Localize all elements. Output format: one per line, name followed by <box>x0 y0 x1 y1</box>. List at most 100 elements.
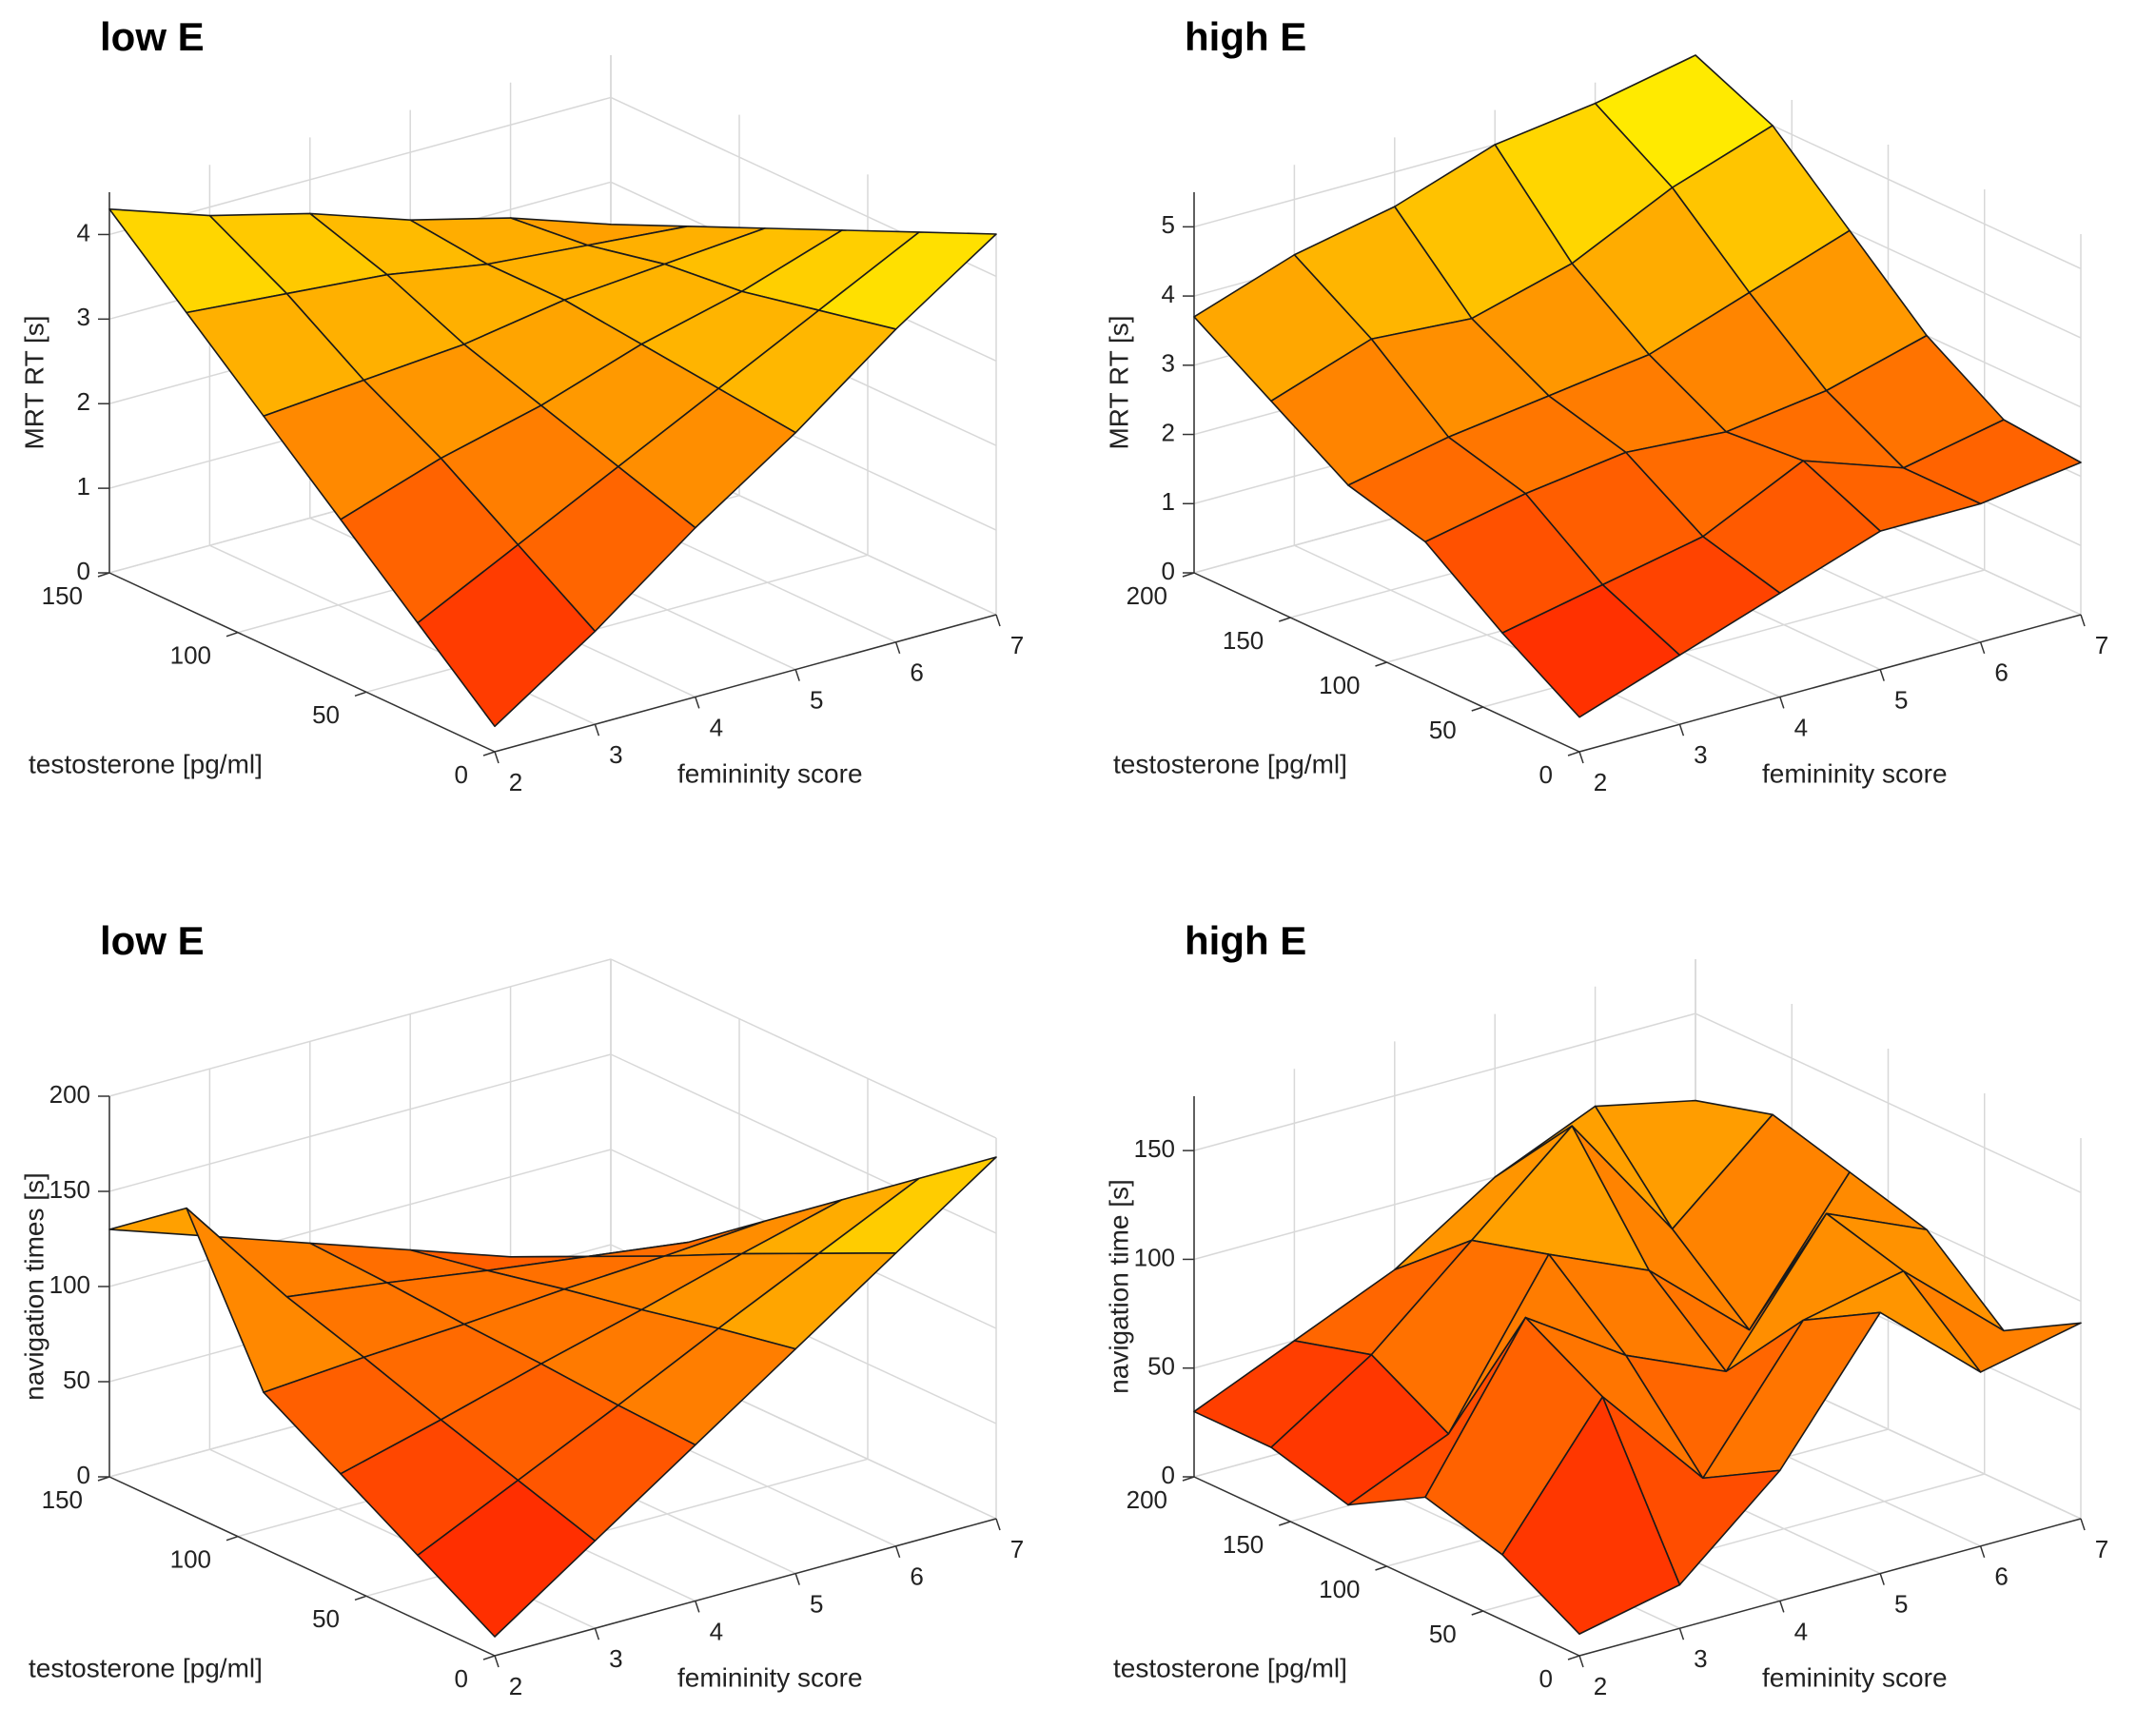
x-tick-label: 4 <box>1794 1617 1808 1645</box>
z-axis-label: navigation time [s] <box>1104 1179 1133 1394</box>
tick-mark <box>354 1595 367 1601</box>
tick-mark <box>1678 723 1685 737</box>
tick-mark <box>1375 661 1387 667</box>
x-tick-label: 3 <box>609 740 622 769</box>
surface-chart: 0 50 100 150 0 50 100 150 200 2 3 4 5 6 7 high E navigat… <box>1104 918 2108 1700</box>
x-axis-label: femininity score <box>677 1662 863 1692</box>
x-tick-label: 3 <box>1694 740 1707 769</box>
y-tick-label: 150 <box>42 581 83 610</box>
tick-mark <box>594 1627 600 1641</box>
tick-mark <box>97 1476 110 1482</box>
tick-mark <box>695 697 700 709</box>
axis-line <box>108 1476 496 1657</box>
z-tick-label: 100 <box>49 1270 90 1299</box>
z-tick-label: 1 <box>77 472 90 501</box>
z-tick-label: 0 <box>77 557 90 585</box>
tick-mark <box>894 641 901 655</box>
x-tick-label: 6 <box>1994 1562 2008 1591</box>
tick-mark <box>494 1655 500 1668</box>
z-tick-label: 4 <box>77 218 90 246</box>
tick-mark <box>1182 572 1195 578</box>
tick-mark <box>1979 1545 1986 1559</box>
z-tick-label: 3 <box>77 303 90 331</box>
x-tick-label: 7 <box>2095 631 2108 659</box>
y-axis-label: testosterone [pg/ml] <box>29 1653 263 1682</box>
x-tick-label: 2 <box>1594 1672 1607 1700</box>
tick-mark <box>97 572 110 578</box>
tick-mark <box>1879 1573 1885 1585</box>
x-tick-label: 5 <box>810 685 823 714</box>
surface-face <box>417 1479 597 1638</box>
x-tick-label: 7 <box>2095 1535 2108 1563</box>
tick-mark <box>995 614 1001 627</box>
z-tick-label: 150 <box>49 1175 90 1204</box>
z-tick-label: 3 <box>1162 349 1175 378</box>
y-tick-label: 100 <box>1319 671 1360 699</box>
x-tick-label: 2 <box>509 1672 522 1700</box>
grid-line <box>1193 1012 1696 1151</box>
x-tick-label: 7 <box>1010 1535 1024 1563</box>
y-tick-label: 50 <box>1429 1620 1457 1648</box>
z-tick-label: 0 <box>77 1461 90 1489</box>
x-tick-label: 3 <box>1694 1644 1707 1673</box>
tick-mark <box>354 691 367 697</box>
y-axis-label: testosterone [pg/ml] <box>1113 749 1347 778</box>
grid-line <box>108 1149 612 1287</box>
y-tick-label: 150 <box>42 1485 83 1514</box>
x-tick-label: 7 <box>1010 631 1024 659</box>
y-axis-label: testosterone [pg/ml] <box>1113 1653 1347 1682</box>
x-tick-label: 2 <box>509 768 522 796</box>
y-tick-label: 0 <box>455 1664 468 1693</box>
surface-face <box>1501 1396 1681 1635</box>
chart-title: low E <box>100 14 205 59</box>
x-tick-label: 3 <box>609 1644 622 1673</box>
z-axis-label: navigation times [s] <box>19 1172 49 1401</box>
tick-mark <box>695 1601 700 1613</box>
tick-mark <box>225 631 239 638</box>
y-tick-label: 200 <box>1127 1485 1167 1514</box>
tick-mark <box>1471 706 1483 712</box>
y-tick-label: 150 <box>1223 1530 1264 1559</box>
z-axis-label: MRT RT [s] <box>1104 315 1133 449</box>
x-tick-label: 6 <box>910 1562 923 1591</box>
x-tick-label: 2 <box>1594 768 1607 796</box>
z-tick-label: 50 <box>63 1366 90 1394</box>
grid-line <box>209 544 596 725</box>
y-axis-label: testosterone [pg/ml] <box>29 749 263 778</box>
tick-mark <box>1979 641 1986 655</box>
tick-mark <box>1182 1476 1195 1482</box>
z-tick-label: 2 <box>77 387 90 416</box>
axis-line <box>108 572 496 753</box>
tick-mark <box>1578 751 1584 764</box>
x-tick-label: 4 <box>710 1617 723 1645</box>
x-axis-label: femininity score <box>677 758 863 788</box>
tick-mark <box>1879 669 1885 681</box>
chart-title: high E <box>1185 918 1306 963</box>
chart-title: high E <box>1185 14 1306 59</box>
tick-mark <box>2080 614 2086 627</box>
y-tick-label: 50 <box>1429 716 1457 744</box>
tick-mark <box>1279 1521 1291 1526</box>
grid-line <box>108 958 612 1097</box>
z-axis-label: MRT RT [s] <box>19 315 49 449</box>
y-tick-label: 100 <box>170 641 211 670</box>
grid-line <box>108 96 612 236</box>
x-tick-label: 5 <box>810 1589 823 1618</box>
y-tick-label: 0 <box>1539 1664 1553 1693</box>
z-tick-label: 0 <box>1162 1461 1175 1489</box>
z-tick-label: 1 <box>1162 487 1175 516</box>
z-tick-label: 200 <box>49 1080 90 1109</box>
tick-mark <box>594 723 600 737</box>
x-tick-label: 6 <box>910 658 923 687</box>
y-tick-label: 150 <box>1223 626 1264 655</box>
axis-line <box>494 614 997 753</box>
y-tick-label: 50 <box>312 1604 340 1633</box>
chart-title: low E <box>100 918 205 963</box>
x-tick-label: 6 <box>1994 658 2008 687</box>
z-tick-label: 5 <box>1162 210 1175 239</box>
x-tick-label: 5 <box>1894 1589 1908 1618</box>
z-tick-label: 150 <box>1134 1134 1175 1163</box>
